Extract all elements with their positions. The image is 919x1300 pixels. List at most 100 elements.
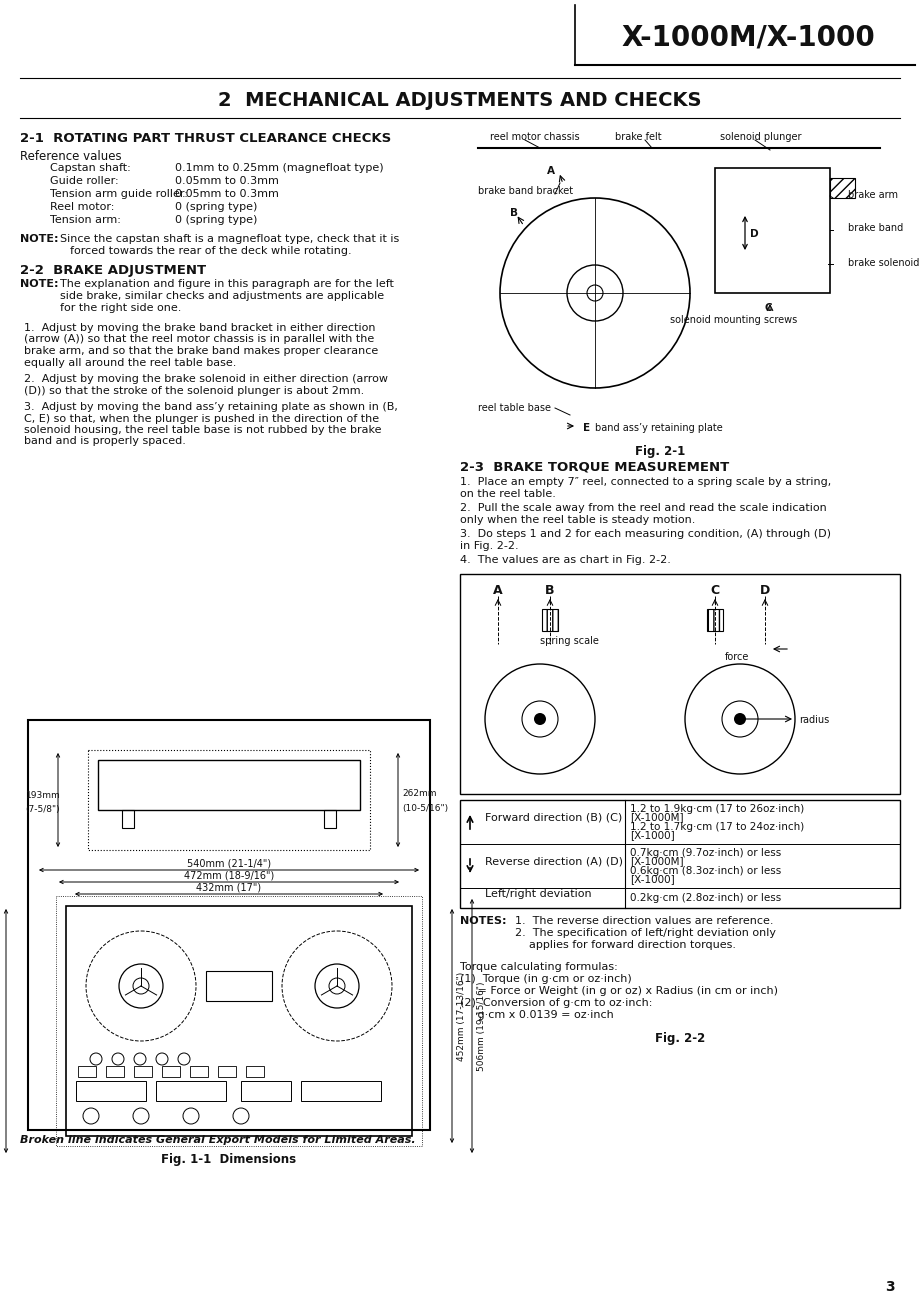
- Text: brake band: brake band: [847, 224, 902, 233]
- Text: 452mm (17-13/16"): 452mm (17-13/16"): [457, 971, 466, 1061]
- Bar: [460, 575, 899, 794]
- Circle shape: [533, 712, 545, 725]
- Text: Torque calculating formulas:: Torque calculating formulas:: [460, 962, 617, 972]
- Text: solenoid housing, the reel table base is not rubbed by the brake: solenoid housing, the reel table base is…: [24, 425, 381, 436]
- Text: X-1000M/X-1000: X-1000M/X-1000: [620, 23, 874, 52]
- Bar: [106, 1066, 124, 1076]
- Bar: [122, 810, 134, 828]
- Text: 1.  Place an empty 7″ reel, connected to a spring scale by a string,: 1. Place an empty 7″ reel, connected to …: [460, 477, 831, 488]
- Text: B: B: [545, 584, 554, 597]
- Text: 0.7kg·cm (9.7oz·inch) or less: 0.7kg·cm (9.7oz·inch) or less: [630, 848, 780, 858]
- Text: = Force or Weight (in g or oz) x Radius (in cm or inch): = Force or Weight (in g or oz) x Radius …: [460, 985, 777, 996]
- Text: solenoid mounting screws: solenoid mounting screws: [669, 315, 797, 325]
- Text: Since the capstan shaft is a magnefloat type, check that it is: Since the capstan shaft is a magnefloat …: [60, 234, 399, 244]
- Text: 2.  Adjust by moving the brake solenoid in either direction (arrow: 2. Adjust by moving the brake solenoid i…: [24, 374, 388, 384]
- Text: reel table base: reel table base: [478, 403, 550, 413]
- Text: brake arm: brake arm: [847, 190, 897, 200]
- Text: brake felt: brake felt: [614, 133, 661, 142]
- Text: Left/right deviation: Left/right deviation: [484, 889, 591, 900]
- Bar: [88, 750, 369, 850]
- Text: 2-1  ROTATING PART THRUST CLEARANCE CHECKS: 2-1 ROTATING PART THRUST CLEARANCE CHECK…: [20, 133, 391, 146]
- Text: Broken line indicates General Export Models for Limited Areas.: Broken line indicates General Export Mod…: [20, 1135, 415, 1145]
- Text: 3.  Do steps 1 and 2 for each measuring condition, (A) through (D): 3. Do steps 1 and 2 for each measuring c…: [460, 529, 830, 539]
- Text: NOTES:: NOTES:: [460, 916, 506, 926]
- Bar: [245, 1066, 264, 1076]
- Text: [X-1000]: [X-1000]: [630, 875, 674, 884]
- Text: C, E) so that, when the plunger is pushed in the direction of the: C, E) so that, when the plunger is pushe…: [24, 413, 379, 424]
- Bar: [56, 896, 422, 1147]
- Text: 0 (spring type): 0 (spring type): [175, 202, 257, 212]
- Circle shape: [733, 712, 745, 725]
- Bar: [301, 1082, 380, 1101]
- Text: 4.  The values are as chart in Fig. 2-2.: 4. The values are as chart in Fig. 2-2.: [460, 555, 670, 566]
- Bar: [76, 1082, 146, 1101]
- Bar: [714, 168, 829, 292]
- Text: E: E: [583, 422, 589, 433]
- Bar: [190, 1066, 208, 1076]
- Text: applies for forward direction torques.: applies for forward direction torques.: [515, 940, 735, 950]
- Text: [X-1000M]: [X-1000M]: [630, 857, 683, 867]
- Text: brake arm, and so that the brake band makes proper clearance: brake arm, and so that the brake band ma…: [24, 346, 378, 356]
- Text: in Fig. 2-2.: in Fig. 2-2.: [460, 541, 518, 551]
- Text: [X-1000]: [X-1000]: [630, 831, 674, 841]
- Text: 1.  Adjust by moving the brake band bracket in either direction: 1. Adjust by moving the brake band brack…: [24, 322, 375, 333]
- Text: D: D: [749, 229, 758, 239]
- Text: Reverse direction (A) (D): Reverse direction (A) (D): [484, 857, 622, 867]
- Text: force: force: [724, 653, 749, 662]
- Bar: [28, 720, 429, 1130]
- Text: side brake, similar checks and adjustments are applicable: side brake, similar checks and adjustmen…: [60, 291, 384, 302]
- Text: equally all around the reel table base.: equally all around the reel table base.: [24, 358, 236, 368]
- Text: C: C: [709, 584, 719, 597]
- Text: A: A: [547, 166, 554, 176]
- Text: radius: radius: [798, 715, 828, 725]
- Text: on the reel table.: on the reel table.: [460, 489, 555, 499]
- Text: (10-5/16"): (10-5/16"): [402, 803, 448, 812]
- Text: 2.  Pull the scale away from the reel and read the scale indication: 2. Pull the scale away from the reel and…: [460, 503, 826, 514]
- Text: Guide roller:: Guide roller:: [50, 176, 119, 186]
- Text: D: D: [759, 584, 769, 597]
- Text: brake band bracket: brake band bracket: [478, 186, 573, 196]
- Text: C: C: [765, 303, 772, 313]
- Bar: [98, 760, 359, 810]
- Text: g·cm x 0.0139 = oz·inch: g·cm x 0.0139 = oz·inch: [460, 1010, 613, 1020]
- Text: 3: 3: [884, 1280, 894, 1294]
- Text: 540mm (21-1/4"): 540mm (21-1/4"): [187, 859, 271, 868]
- Text: brake solenoid: brake solenoid: [847, 257, 918, 268]
- Text: 193mm: 193mm: [26, 790, 61, 800]
- Bar: [241, 1082, 290, 1101]
- Text: 0.2kg·cm (2.8oz·inch) or less: 0.2kg·cm (2.8oz·inch) or less: [630, 893, 780, 903]
- Text: spring scale: spring scale: [539, 636, 598, 646]
- Text: Fig. 2-1: Fig. 2-1: [634, 445, 685, 458]
- Text: NOTE:: NOTE:: [20, 234, 59, 244]
- Text: 1.2 to 1.9kg·cm (17 to 26oz·inch): 1.2 to 1.9kg·cm (17 to 26oz·inch): [630, 803, 803, 814]
- Text: 432mm (17"): 432mm (17"): [197, 883, 261, 893]
- Text: Forward direction (B) (C): Forward direction (B) (C): [484, 812, 621, 823]
- Text: solenoid plunger: solenoid plunger: [720, 133, 800, 142]
- Text: B: B: [509, 208, 517, 218]
- Text: 2-3  BRAKE TORQUE MEASUREMENT: 2-3 BRAKE TORQUE MEASUREMENT: [460, 462, 729, 474]
- Bar: [218, 1066, 236, 1076]
- Text: Fig. 1-1  Dimensions: Fig. 1-1 Dimensions: [161, 1153, 296, 1166]
- Text: for the right side one.: for the right side one.: [60, 303, 181, 313]
- Text: The explanation and figure in this paragraph are for the left: The explanation and figure in this parag…: [60, 280, 393, 289]
- Bar: [706, 608, 722, 630]
- Bar: [66, 906, 412, 1136]
- Text: 3.  Adjust by moving the band ass’y retaining plate as shown in (B,: 3. Adjust by moving the band ass’y retai…: [24, 402, 397, 412]
- Text: band and is properly spaced.: band and is properly spaced.: [24, 437, 186, 446]
- Text: reel motor chassis: reel motor chassis: [490, 133, 579, 142]
- Bar: [78, 1066, 96, 1076]
- Text: Capstan shaft:: Capstan shaft:: [50, 162, 130, 173]
- Text: NOTE:: NOTE:: [20, 280, 59, 289]
- Text: 0.05mm to 0.3mm: 0.05mm to 0.3mm: [175, 188, 278, 199]
- Bar: [206, 971, 272, 1001]
- Text: (arrow (A)) so that the reel motor chassis is in parallel with the: (arrow (A)) so that the reel motor chass…: [24, 334, 374, 345]
- Bar: [541, 608, 558, 630]
- Text: (2)  Conversion of g·cm to oz·inch:: (2) Conversion of g·cm to oz·inch:: [460, 998, 652, 1008]
- Bar: [162, 1066, 180, 1076]
- Bar: [460, 800, 899, 907]
- Text: 0.1mm to 0.25mm (magnefloat type): 0.1mm to 0.25mm (magnefloat type): [175, 162, 383, 173]
- Text: 1.2 to 1.7kg·cm (17 to 24oz·inch): 1.2 to 1.7kg·cm (17 to 24oz·inch): [630, 822, 803, 832]
- Text: Tension arm guide roller:: Tension arm guide roller:: [50, 188, 187, 199]
- Bar: [156, 1082, 226, 1101]
- Text: 2  MECHANICAL ADJUSTMENTS AND CHECKS: 2 MECHANICAL ADJUSTMENTS AND CHECKS: [218, 91, 701, 109]
